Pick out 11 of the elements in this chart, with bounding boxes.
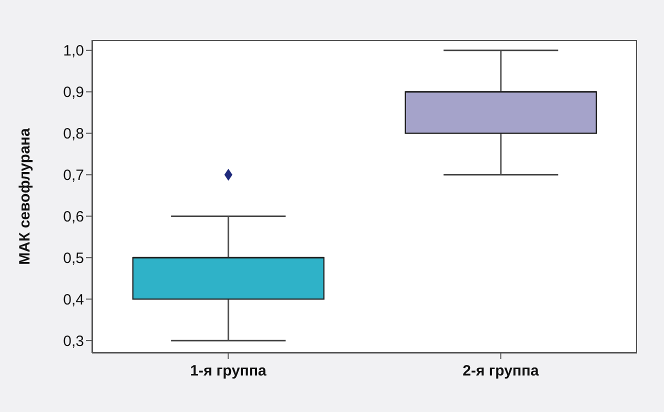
x-tick-label: 1-я группа bbox=[190, 362, 268, 380]
y-axis-title: МАК севофлурана bbox=[16, 128, 34, 265]
y-tick-label: 0,7 bbox=[63, 167, 84, 184]
y-tick-label: 0,4 bbox=[63, 291, 84, 308]
y-tick-label: 0,5 bbox=[63, 250, 84, 267]
y-tick-label: 0,6 bbox=[63, 208, 84, 226]
y-tick-label: 0,3 bbox=[63, 332, 84, 350]
y-tick-label: 1,0 bbox=[63, 42, 84, 60]
y-tick-label: 0,8 bbox=[63, 126, 84, 143]
x-tick-label: 2-я группа bbox=[462, 362, 540, 380]
y-tick-label: 0,9 bbox=[63, 84, 84, 102]
